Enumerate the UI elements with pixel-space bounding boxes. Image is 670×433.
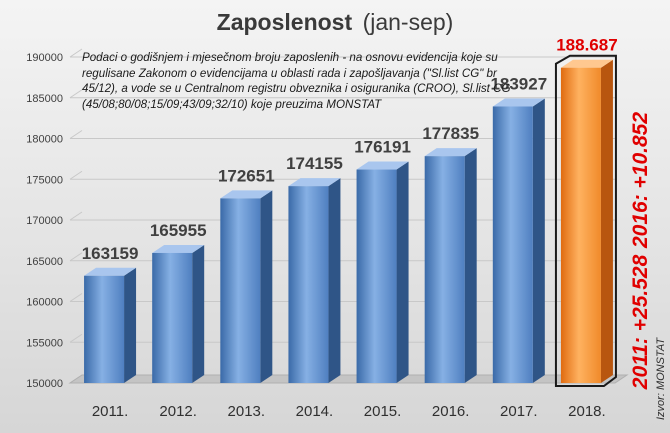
bar-side [396, 161, 409, 383]
value-label: 172651 [218, 166, 275, 185]
bar-front [84, 275, 125, 383]
bar-top [220, 190, 273, 199]
bar-top [560, 59, 613, 68]
data-note: Podaci o godišnjem i mjesečnom broju zap… [82, 51, 511, 111]
x-tick-label: 2011. [92, 403, 128, 420]
y-tick-label: 160000 [26, 297, 63, 309]
x-tick-label: 2017. [500, 403, 538, 420]
y-tick-label: 190000 [26, 52, 63, 64]
y-axis-ticks: 150000 155000 160000 165000 170000 175000 1800… [26, 52, 63, 390]
bar-2014 [288, 178, 341, 383]
value-label: 165955 [150, 221, 207, 240]
bar-top [288, 178, 341, 187]
gridline-depth [69, 170, 83, 180]
bar-highlight-outline [554, 54, 617, 387]
y-tick-label: 150000 [26, 378, 63, 390]
bar-2012 [152, 244, 205, 383]
gridline-depth [69, 211, 83, 221]
y-tick-label: 155000 [26, 337, 63, 349]
bar-2011 [84, 267, 137, 383]
bar-front [424, 156, 465, 383]
gridline-depth [69, 252, 83, 262]
annotation-2016: 2016: +10.852 [629, 112, 652, 249]
bar-2015 [356, 161, 409, 383]
value-label: 163159 [82, 244, 139, 263]
bar-side [600, 59, 613, 383]
gridline-depth [69, 333, 83, 343]
value-label: 176191 [354, 138, 411, 157]
value-label: 174155 [286, 154, 343, 173]
bar-front [492, 106, 533, 384]
bar-2018 [554, 54, 617, 387]
bar-side [124, 267, 137, 383]
bar-side [260, 190, 273, 383]
category-labels: 2011. 2012. 2013. 2014. 2015. 2016. 2017. 2018. [92, 403, 606, 420]
x-tick-label: 2012. [159, 403, 197, 420]
value-label: 188.687 [556, 36, 617, 55]
bar-top [152, 244, 205, 253]
annotation-2011: 2011: +25.528 [629, 254, 652, 390]
value-label: 183927 [490, 74, 547, 93]
source-label: Izvor: MONSTAT [655, 337, 667, 420]
bar-top [424, 148, 477, 157]
y-tick-label: 170000 [26, 215, 63, 227]
value-label: 177835 [422, 124, 479, 143]
bar-2017 [492, 98, 545, 384]
bar-top [356, 161, 409, 170]
bar-front [152, 252, 193, 383]
bar-front [560, 67, 601, 383]
x-tick-label: 2018. [568, 403, 606, 420]
bar-2013 [220, 190, 273, 383]
bar-side [192, 244, 205, 383]
bar-front [288, 186, 329, 383]
bar-front [356, 169, 397, 383]
value-labels: 163159 165955 172651 174155 176191 177835 1839… [82, 36, 618, 263]
gridline-depth [69, 89, 83, 99]
gridline-depth [69, 130, 83, 139]
bar-2016 [424, 148, 477, 383]
chart-title: Zaposlenost (jan-sep) [217, 9, 454, 35]
x-tick-label: 2016. [432, 403, 470, 420]
bar-side [464, 148, 477, 383]
gridline-depth [69, 48, 83, 58]
gridline-depth [69, 293, 83, 302]
bar-side [328, 178, 341, 383]
x-tick-label: 2014. [296, 403, 334, 420]
bar-top [492, 98, 545, 107]
y-tick-label: 185000 [26, 93, 63, 105]
y-tick-label: 180000 [26, 134, 63, 146]
x-tick-label: 2015. [364, 403, 402, 420]
bar-side [532, 98, 545, 384]
bars [84, 54, 617, 387]
x-tick-label: 2013. [228, 403, 266, 420]
bar-top [84, 267, 137, 276]
bar-front [220, 198, 261, 383]
y-tick-label: 165000 [26, 256, 63, 268]
y-tick-label: 175000 [26, 174, 63, 186]
